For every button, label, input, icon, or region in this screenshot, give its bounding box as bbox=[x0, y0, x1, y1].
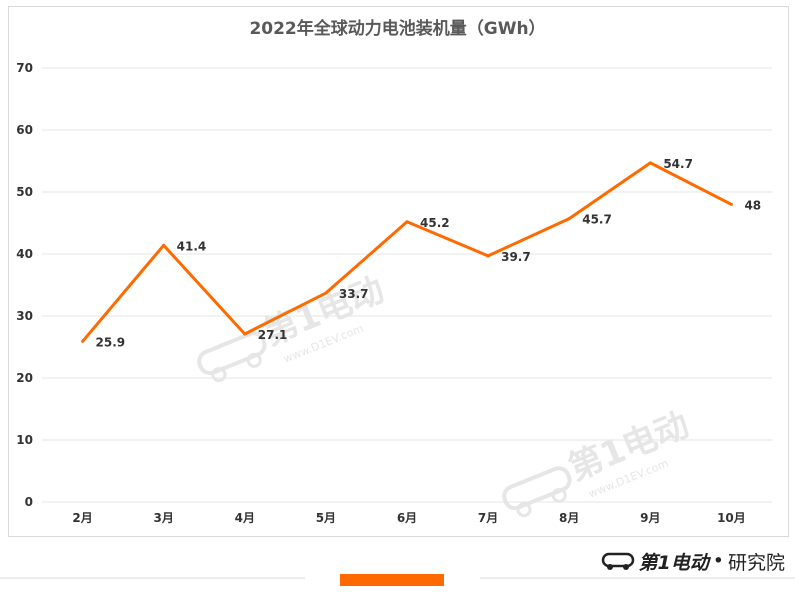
y-tick-label: 50 bbox=[16, 185, 33, 199]
data-label: 39.7 bbox=[501, 250, 531, 264]
x-axis-ticks: 2月 3月 4月 5月 6月 7月 8月 9月 10月 bbox=[72, 511, 745, 525]
data-point bbox=[162, 243, 166, 247]
data-point bbox=[486, 254, 490, 258]
data-label: 25.9 bbox=[96, 335, 126, 349]
x-tick-label: 7月 bbox=[478, 511, 498, 525]
series-line bbox=[81, 161, 733, 343]
watermark-group: 第1电动 www.D1EV.com 第1电动 www.D1EV.com bbox=[197, 270, 695, 518]
data-label: 45.2 bbox=[420, 216, 450, 230]
x-tick-label: 8月 bbox=[559, 511, 579, 525]
data-point bbox=[243, 332, 247, 336]
y-tick-label: 60 bbox=[16, 123, 33, 137]
x-tick-label: 6月 bbox=[397, 511, 417, 525]
x-tick-label: 10月 bbox=[717, 511, 746, 525]
data-label: 45.7 bbox=[582, 213, 612, 227]
data-point bbox=[324, 291, 328, 295]
footer-suffix: 研究院 bbox=[727, 551, 785, 574]
data-label: 54.7 bbox=[663, 157, 693, 171]
y-tick-label: 70 bbox=[16, 61, 33, 75]
y-tick-label: 20 bbox=[16, 371, 33, 385]
data-point bbox=[567, 217, 571, 221]
footer-separator: • bbox=[712, 550, 724, 572]
x-tick-label: 4月 bbox=[235, 511, 255, 525]
footer-divider-right bbox=[480, 577, 795, 579]
y-tick-label: 0 bbox=[25, 495, 33, 509]
footer-accent-bar bbox=[340, 574, 444, 586]
y-tick-label: 10 bbox=[16, 433, 33, 447]
gridlines bbox=[42, 67, 772, 503]
x-tick-label: 2月 bbox=[72, 511, 92, 525]
data-label: 33.7 bbox=[339, 287, 369, 301]
y-tick-label: 40 bbox=[16, 247, 33, 261]
x-tick-label: 9月 bbox=[640, 511, 660, 525]
data-label: 27.1 bbox=[258, 328, 288, 342]
chart-frame bbox=[8, 6, 789, 537]
data-label: 41.4 bbox=[177, 239, 207, 253]
footer-brand: 第1电动 • 研究院 bbox=[601, 546, 785, 576]
data-point bbox=[729, 202, 733, 206]
x-tick-label: 5月 bbox=[316, 511, 336, 525]
data-labels: 25.9 41.4 27.1 33.7 45.2 39.7 45.7 54.7 48 bbox=[96, 157, 762, 350]
chart-title: 2022年全球动力电池装机量（GWh） bbox=[249, 19, 546, 39]
y-tick-label: 30 bbox=[16, 309, 33, 323]
watermark-logo: 第1电动 www.D1EV.com bbox=[502, 405, 695, 518]
car-logo-icon bbox=[601, 552, 634, 570]
y-axis-ticks: 0 10 20 30 40 50 60 70 bbox=[16, 61, 33, 509]
data-point bbox=[81, 339, 85, 343]
footer-logo-text: 第1电动 bbox=[638, 551, 709, 574]
data-point bbox=[405, 220, 409, 224]
data-label: 48 bbox=[744, 198, 761, 212]
data-point bbox=[648, 161, 652, 165]
footer-divider-left bbox=[0, 577, 305, 579]
x-tick-label: 3月 bbox=[153, 511, 173, 525]
